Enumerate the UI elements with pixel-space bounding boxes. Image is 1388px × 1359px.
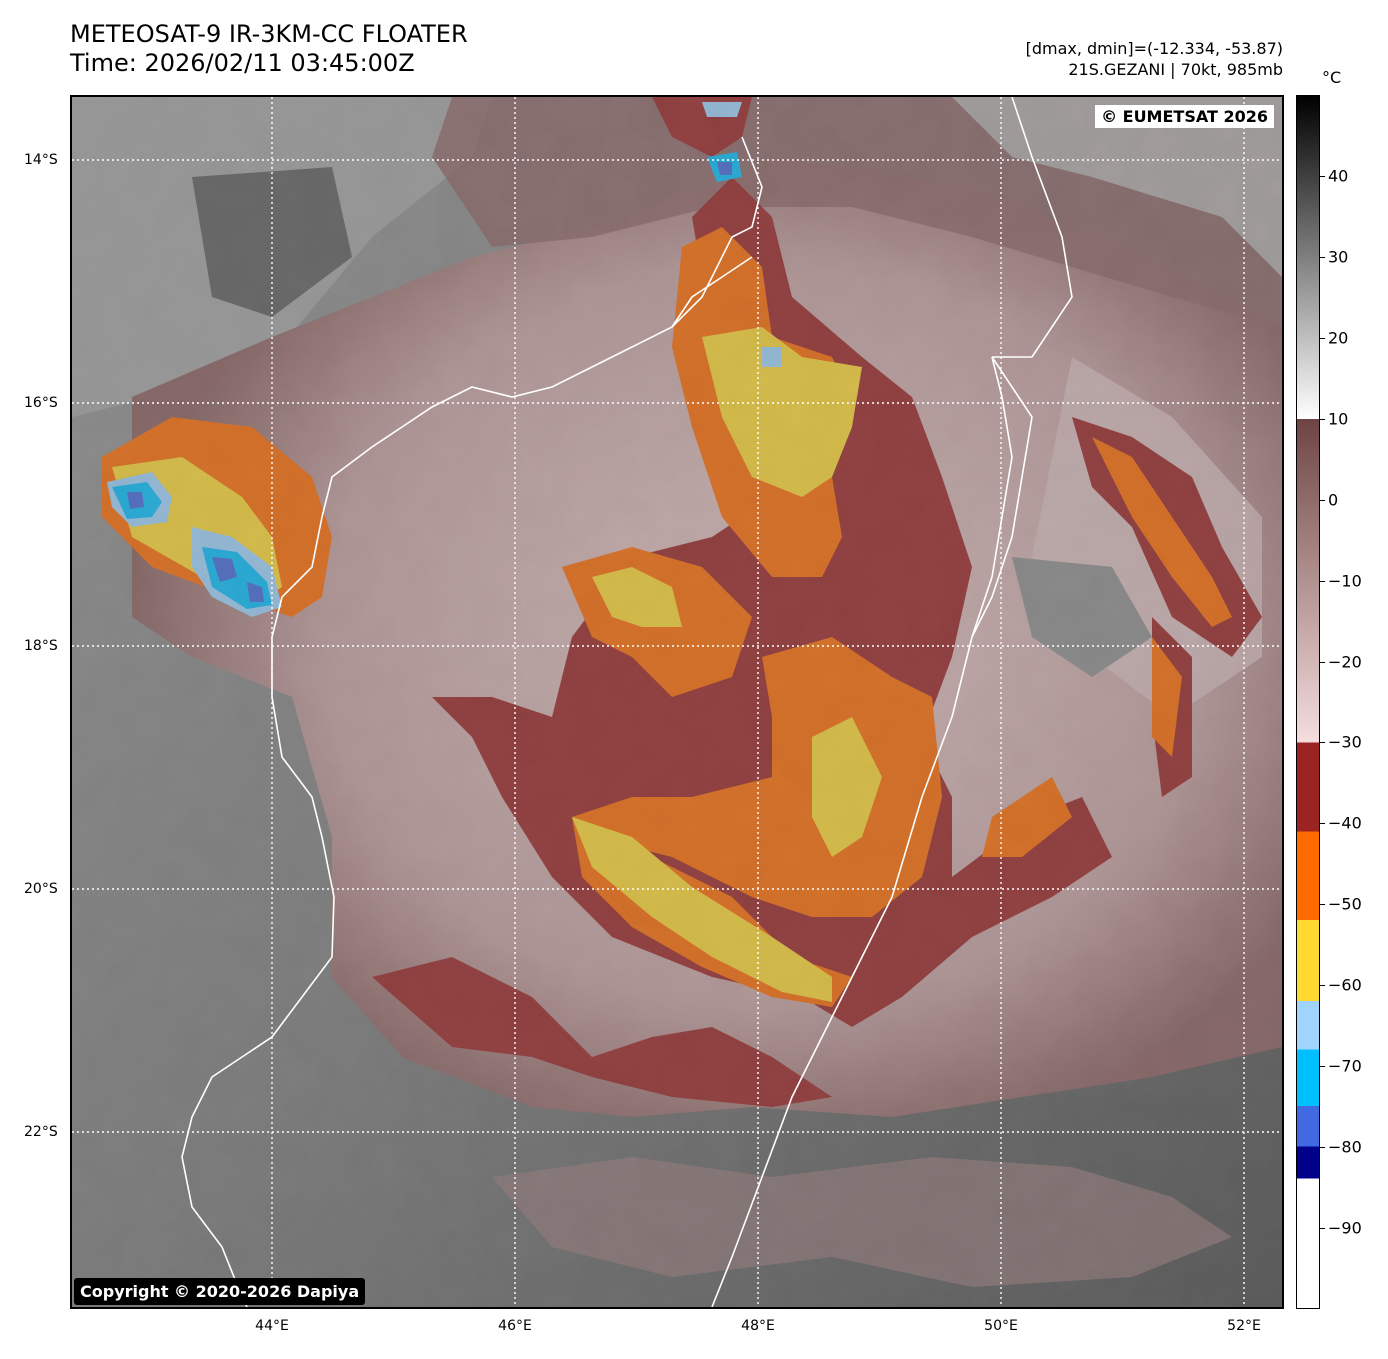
- colorbar-tick: [1320, 1228, 1325, 1230]
- colorbar-tick: [1320, 904, 1325, 906]
- satellite-map[interactable]: © EUMETSAT 2026 Copyright © 2020-2026 Da…: [70, 95, 1284, 1309]
- coastline: [671, 256, 753, 328]
- satellite-imagery: [72, 97, 1282, 1307]
- colorbar-tick: [1320, 337, 1325, 339]
- info-block: [dmax, dmin]=(-12.334, -53.87) 21S.GEZAN…: [1026, 38, 1283, 80]
- colorbar-tick: [1320, 985, 1325, 987]
- colorbar-tick-label: −50: [1328, 894, 1362, 914]
- colorbar-tick-label: −60: [1328, 975, 1362, 995]
- colorbar-tick-label: −20: [1328, 652, 1362, 672]
- lat-label-16s: 16°S: [24, 395, 58, 411]
- colorbar-unit: °C: [1322, 68, 1342, 87]
- colorbar-tick-label: 10: [1328, 409, 1349, 429]
- coastline: [711, 356, 1013, 1307]
- colorbar-tick-label: 40: [1328, 166, 1349, 186]
- title-line-1: METEOSAT-9 IR-3KM-CC FLOATER: [70, 20, 468, 48]
- storm-info-text: 21S.GEZANI | 70kt, 985mb: [1068, 60, 1283, 79]
- value-range-text: [dmax, dmin]=(-12.334, -53.87): [1025, 39, 1283, 58]
- lat-label-18s: 18°S: [24, 638, 58, 654]
- colorbar-tick-label: −70: [1328, 1056, 1362, 1076]
- colorbar-tick-label: −30: [1328, 732, 1362, 752]
- lon-label-52e: 52°E: [1227, 1318, 1261, 1334]
- colorbar-tick: [1320, 1147, 1325, 1149]
- texture-overlay: [72, 97, 1282, 1307]
- colorbar-tick-label: 0: [1328, 490, 1339, 510]
- colorbar-tick: [1320, 175, 1325, 177]
- colorbar-tick: [1320, 742, 1325, 744]
- colorbar-tick: [1320, 580, 1325, 582]
- lat-label-14s: 14°S: [24, 152, 58, 168]
- chart-title: METEOSAT-9 IR-3KM-CC FLOATER Time: 2026/…: [70, 20, 468, 78]
- lat-label-22s: 22°S: [24, 1124, 58, 1140]
- coastline: [731, 136, 763, 238]
- colorbar-tick: [1320, 1066, 1325, 1068]
- colorbar-tick: [1320, 661, 1325, 663]
- colorbar-tick-label: 20: [1328, 328, 1349, 348]
- colorbar-tick: [1320, 823, 1325, 825]
- eumetsat-credit: © EUMETSAT 2026: [1095, 105, 1274, 128]
- colorbar-tick-label: −40: [1328, 813, 1362, 833]
- colorbar-tick-label: −10: [1328, 571, 1362, 591]
- colorbar-tick: [1320, 256, 1325, 258]
- colorbar-tick-label: 30: [1328, 247, 1349, 267]
- lon-label-48e: 48°E: [741, 1318, 775, 1334]
- graticule: [72, 97, 1282, 1307]
- copyright-badge: Copyright © 2020-2026 Dapiya: [74, 1278, 366, 1305]
- coastline: [992, 97, 1073, 358]
- colorbar: [1296, 95, 1320, 1309]
- colorbar-tick-label: −80: [1328, 1137, 1362, 1157]
- lon-label-46e: 46°E: [498, 1318, 532, 1334]
- lat-label-20s: 20°S: [24, 881, 58, 897]
- colorbar-tick: [1320, 418, 1325, 420]
- colorbar-tick-label: −90: [1328, 1218, 1362, 1238]
- coastline: [971, 356, 1033, 638]
- lon-label-44e: 44°E: [255, 1318, 289, 1334]
- colorbar-tick: [1320, 499, 1325, 501]
- title-line-2: Time: 2026/02/11 03:45:00Z: [70, 49, 415, 77]
- lon-label-50e: 50°E: [984, 1318, 1018, 1334]
